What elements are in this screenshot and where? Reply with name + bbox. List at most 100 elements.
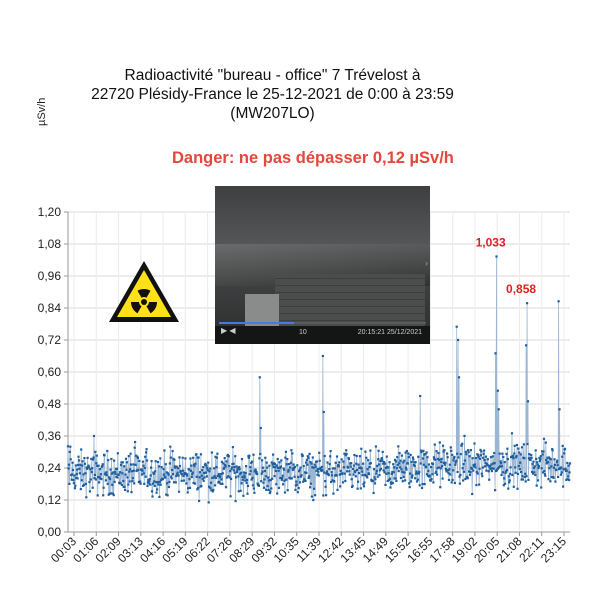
data-point [419, 462, 422, 465]
data-point [449, 473, 452, 476]
data-point [537, 465, 540, 468]
data-point [81, 460, 84, 463]
data-point [116, 452, 119, 455]
data-point [273, 475, 276, 478]
data-point [554, 480, 557, 483]
data-point [489, 467, 492, 471]
data-point [406, 462, 409, 465]
data-point [236, 468, 239, 471]
data-point [115, 467, 118, 470]
data-point [304, 471, 307, 474]
data-point [157, 465, 160, 468]
data-point [557, 300, 560, 303]
data-point [421, 483, 424, 486]
data-point [395, 479, 398, 482]
data-point [509, 472, 512, 475]
data-point [95, 462, 98, 465]
data-point [443, 449, 446, 452]
data-point [131, 477, 134, 480]
data-point [237, 475, 240, 478]
data-point [145, 451, 148, 454]
data-point [541, 450, 544, 453]
y-tick-label: 0,60 [38, 365, 62, 379]
data-point [533, 471, 536, 474]
data-point [474, 456, 477, 460]
data-point [436, 457, 440, 461]
data-point [119, 464, 123, 467]
data-point [210, 489, 213, 492]
data-point [103, 454, 106, 457]
data-point [526, 443, 529, 446]
data-point [223, 466, 226, 470]
data-point [164, 476, 167, 479]
data-point [358, 455, 361, 458]
data-point [460, 444, 463, 447]
data-point [521, 478, 525, 481]
data-point [298, 470, 301, 473]
data-point [88, 480, 91, 484]
data-point [484, 461, 487, 464]
data-point [366, 468, 369, 471]
data-point [391, 470, 394, 474]
data-point [300, 453, 303, 456]
data-point [284, 450, 287, 453]
data-point [447, 478, 451, 482]
data-point [227, 475, 230, 478]
data-point [193, 465, 196, 468]
data-point [491, 455, 494, 458]
data-point [457, 338, 460, 342]
data-point [526, 302, 529, 305]
data-point [146, 484, 149, 488]
data-point [91, 467, 94, 470]
data-point [524, 472, 527, 475]
data-point [299, 466, 302, 469]
data-point [450, 449, 453, 452]
data-point [481, 475, 484, 478]
data-point [181, 456, 184, 459]
data-point [177, 467, 180, 470]
chevron-right-icon: › [425, 258, 428, 268]
data-point [347, 457, 350, 460]
data-point [505, 452, 508, 455]
data-point [242, 494, 245, 497]
data-point [84, 472, 87, 475]
data-point [68, 482, 71, 485]
data-point [343, 452, 346, 455]
data-point [362, 462, 365, 465]
data-point [532, 466, 535, 469]
data-point [564, 467, 567, 470]
data-point [76, 468, 79, 471]
data-point [235, 465, 238, 468]
data-point [72, 479, 75, 482]
data-point [446, 452, 449, 455]
data-point [478, 467, 481, 470]
data-point [375, 472, 378, 475]
data-point [421, 457, 424, 460]
data-point [488, 478, 491, 481]
data-point [430, 465, 433, 469]
data-point [430, 478, 433, 481]
data-point [126, 476, 129, 479]
data-point [531, 470, 534, 473]
data-point [352, 473, 355, 476]
data-point [145, 459, 149, 462]
data-point [86, 467, 89, 470]
data-point [138, 459, 141, 462]
data-point [143, 466, 146, 470]
data-point [416, 478, 419, 481]
data-point [551, 448, 554, 451]
data-point [77, 459, 81, 462]
data-point [411, 456, 414, 459]
data-point [563, 447, 567, 450]
data-point [408, 486, 411, 489]
data-point [346, 466, 350, 469]
data-point [505, 469, 509, 472]
data-point [325, 470, 329, 473]
data-point [298, 468, 301, 471]
data-point [325, 494, 328, 497]
data-point [413, 461, 416, 464]
data-point [418, 484, 421, 487]
data-point [256, 472, 259, 476]
y-tick-label: 1,20 [38, 205, 62, 219]
data-point [374, 478, 377, 481]
